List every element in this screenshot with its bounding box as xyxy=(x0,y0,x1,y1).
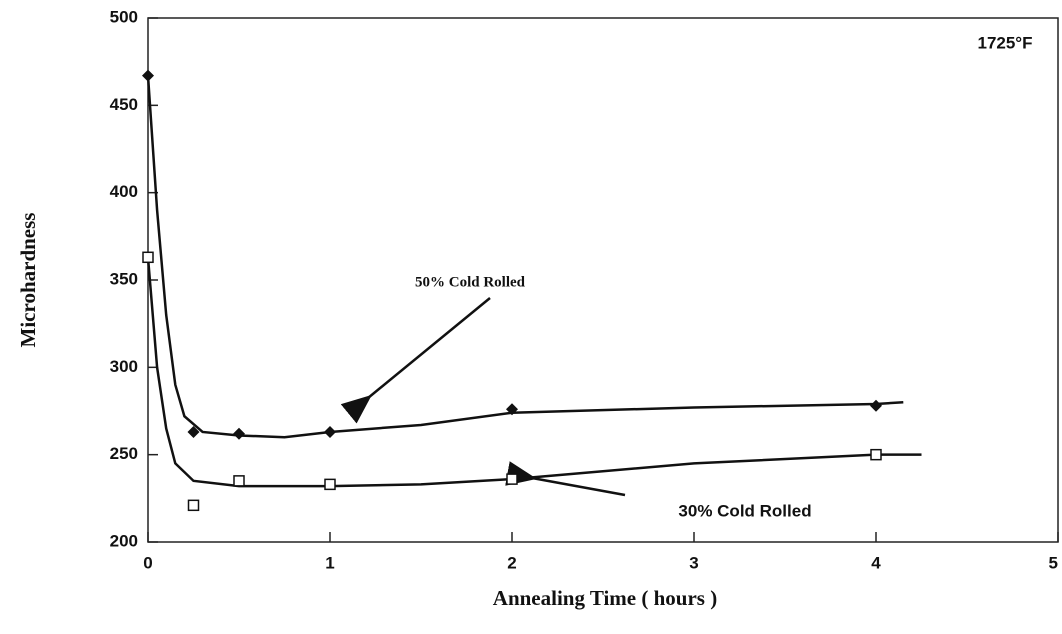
fit-curve xyxy=(146,257,922,488)
point xyxy=(506,403,518,416)
x-axis-label: Annealing Time ( hours ) xyxy=(493,586,717,610)
y-tick-label: 250 xyxy=(110,444,138,463)
point xyxy=(233,475,245,487)
point xyxy=(142,251,154,264)
y-tick-label: 350 xyxy=(110,269,138,288)
point xyxy=(187,499,200,512)
y-axis-label: Microhardness xyxy=(16,213,40,348)
point xyxy=(870,448,882,461)
y-tick-label: 500 xyxy=(110,7,138,26)
y-tick-label: 400 xyxy=(110,182,138,201)
annotation: 1725°F xyxy=(977,33,1032,52)
y-tick-label: 300 xyxy=(110,357,138,376)
x-tick-label: 1 xyxy=(325,553,334,572)
point xyxy=(324,425,336,438)
point xyxy=(506,473,518,485)
arrow xyxy=(340,297,491,424)
point xyxy=(324,478,336,491)
arrow xyxy=(505,461,626,497)
point xyxy=(233,427,245,440)
plot-frame xyxy=(147,17,1059,543)
x-tick-label: 3 xyxy=(689,553,698,572)
x-tick-label: 5 xyxy=(1049,553,1058,572)
fit-curve xyxy=(146,75,904,439)
x-tick-label: 0 xyxy=(143,553,152,572)
point xyxy=(870,399,882,412)
annotation: 50% Cold Rolled xyxy=(415,274,526,290)
y-tick-label: 200 xyxy=(110,531,138,550)
x-tick-label: 4 xyxy=(871,553,881,572)
x-tick-label: 2 xyxy=(507,553,516,572)
point xyxy=(142,69,154,82)
annotation: 30% Cold Rolled xyxy=(678,501,811,520)
point xyxy=(187,425,200,438)
y-tick-label: 450 xyxy=(110,95,138,114)
